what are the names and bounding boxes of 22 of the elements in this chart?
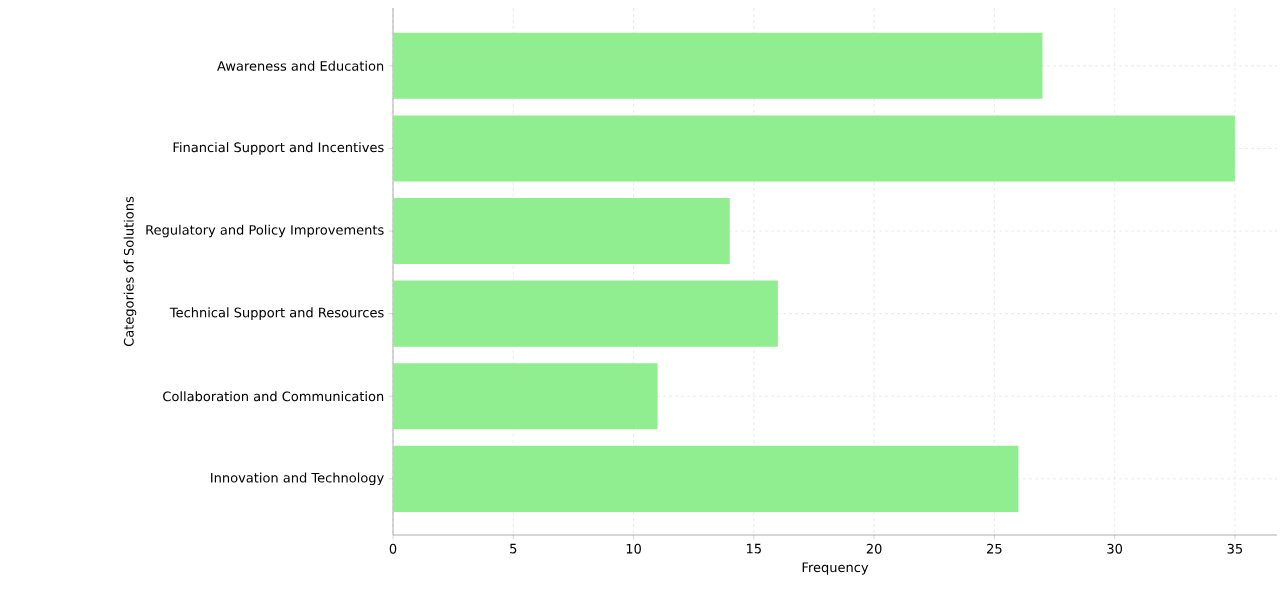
bar: [393, 32, 1043, 99]
y-axis-title: Categories of Solutions: [123, 196, 137, 347]
bar: [393, 445, 1019, 512]
y-tick-label: Awareness and Education: [217, 60, 384, 71]
y-tick-label: Financial Support and Incentives: [173, 142, 384, 155]
y-tick-label: Technical Support and Resources: [169, 307, 384, 320]
x-tick-label: 35: [1227, 543, 1243, 554]
y-tick-label: Innovation and Technology: [211, 472, 384, 486]
x-tick-label: 10: [626, 543, 641, 554]
y-tick-label: Collaboration and Communication: [163, 391, 384, 402]
x-axis-title: Frequency: [802, 562, 869, 575]
x-tick-label: 20: [866, 543, 882, 554]
x-tick-label: 15: [746, 543, 761, 554]
bar: [393, 115, 1235, 182]
x-tick-label: 0: [389, 543, 397, 554]
bar: [393, 280, 778, 347]
bar: [393, 363, 658, 430]
x-tick-label: 5: [510, 543, 517, 554]
y-tick-label: Regulatory and Policy Improvements: [146, 224, 384, 238]
x-tick-label: 30: [1107, 543, 1123, 554]
bar: [393, 197, 730, 265]
x-tick-label: 25: [987, 543, 1002, 554]
